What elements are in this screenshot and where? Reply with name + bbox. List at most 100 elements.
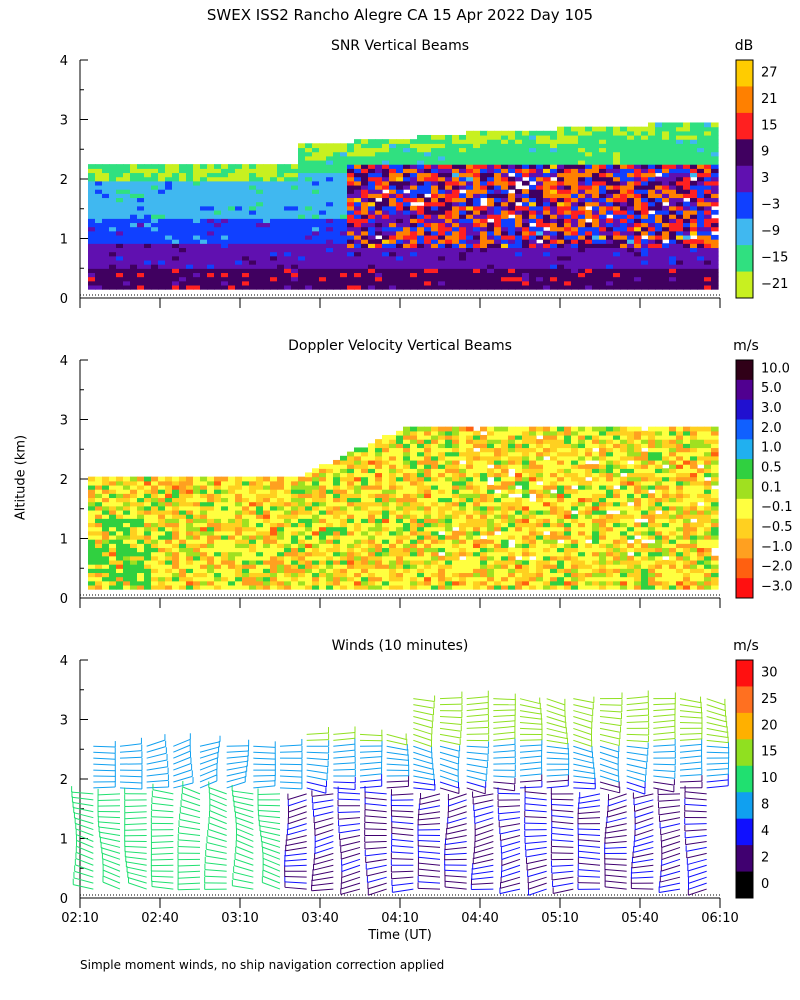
snr-cell [459,255,467,261]
snr-cell [445,230,453,236]
snr-cell [410,164,418,169]
snr-cell [585,255,593,261]
doppler-cell [88,559,96,565]
snr-cell [473,209,481,215]
doppler-cell [312,509,320,515]
doppler-cell [326,576,334,582]
snr-cell [319,172,327,178]
snr-cell [200,184,208,190]
doppler-cell [410,526,418,532]
snr-cell [368,259,376,265]
snr-cell [102,226,110,232]
doppler-cell [109,539,117,544]
snr-cell [368,239,376,244]
doppler-cell [291,501,299,507]
doppler-cell [319,497,327,503]
snr-cell [697,239,705,244]
doppler-cell [445,451,453,457]
doppler-cell [466,426,474,432]
snr-cell [361,197,369,203]
snr-cell [291,239,299,244]
snr-cell [228,259,236,265]
snr-cell [151,176,159,182]
snr-cell [641,239,649,244]
snr-cell [480,130,488,136]
snr-cell [578,214,586,219]
snr-cell [515,176,523,182]
doppler-cell [186,543,194,549]
snr-cell [473,147,481,153]
doppler-cell [186,489,194,494]
doppler-cell [354,584,362,590]
snr-cell [480,264,488,269]
doppler-cell [417,489,425,494]
snr-cell [179,209,187,215]
snr-cell [214,280,222,286]
doppler-cell [431,447,439,453]
snr-cell [284,189,292,194]
doppler-cell [312,547,320,553]
doppler-cell [228,559,236,565]
snr-cell [438,222,446,228]
snr-cell [662,205,670,211]
colorbar-frame [735,359,754,599]
doppler-cell [235,551,243,557]
snr-cell [529,134,537,140]
doppler-cell [116,559,124,565]
snr-cell [599,272,607,278]
doppler-cell [109,505,117,511]
snr-cell [543,176,551,182]
doppler-cell [368,555,376,561]
snr-cell [648,247,656,253]
snr-cell [487,226,495,232]
snr-cell [109,168,117,174]
snr-cell [648,184,656,190]
snr-cell [711,180,719,186]
snr-cell [221,197,229,203]
doppler-cell [466,572,474,578]
doppler-cell [445,576,453,582]
snr-cell [263,193,271,199]
snr-cell [396,218,404,224]
snr-cell [382,234,390,240]
snr-cell [459,201,467,207]
doppler-cell [431,489,439,494]
snr-cell [361,168,369,174]
snr-cell [641,222,649,228]
snr-cell [473,205,481,211]
doppler-cell [431,572,439,578]
snr-cell [585,130,593,136]
snr-cell [95,168,103,174]
snr-cell [473,168,481,174]
snr-cell [242,201,250,207]
snr-cell [354,272,362,278]
snr-cell [319,147,327,153]
snr-cell [550,159,558,165]
doppler-cell [123,564,131,569]
doppler-cell [466,434,474,440]
snr-cell [375,222,383,228]
doppler-cell [368,484,376,490]
snr-cell [543,239,551,244]
snr-cell [536,134,544,140]
snr-cell [424,172,432,178]
doppler-cell [333,464,341,469]
doppler-cell [312,497,320,503]
snr-cell [613,197,621,203]
doppler-cell [172,564,180,569]
snr-cell [361,139,369,144]
snr-cell [501,159,509,165]
snr-cell [501,259,509,265]
doppler-cell [382,551,390,557]
snr-cell [410,276,418,282]
snr-cell [298,147,306,153]
doppler-cell [389,518,397,524]
doppler-cell [319,572,327,578]
doppler-cell [340,572,348,578]
doppler-cell [221,501,229,507]
snr-cell [165,280,173,286]
snr-cell [186,209,194,215]
snr-cell [487,247,495,253]
snr-cell [627,222,635,228]
snr-cell [494,218,502,224]
